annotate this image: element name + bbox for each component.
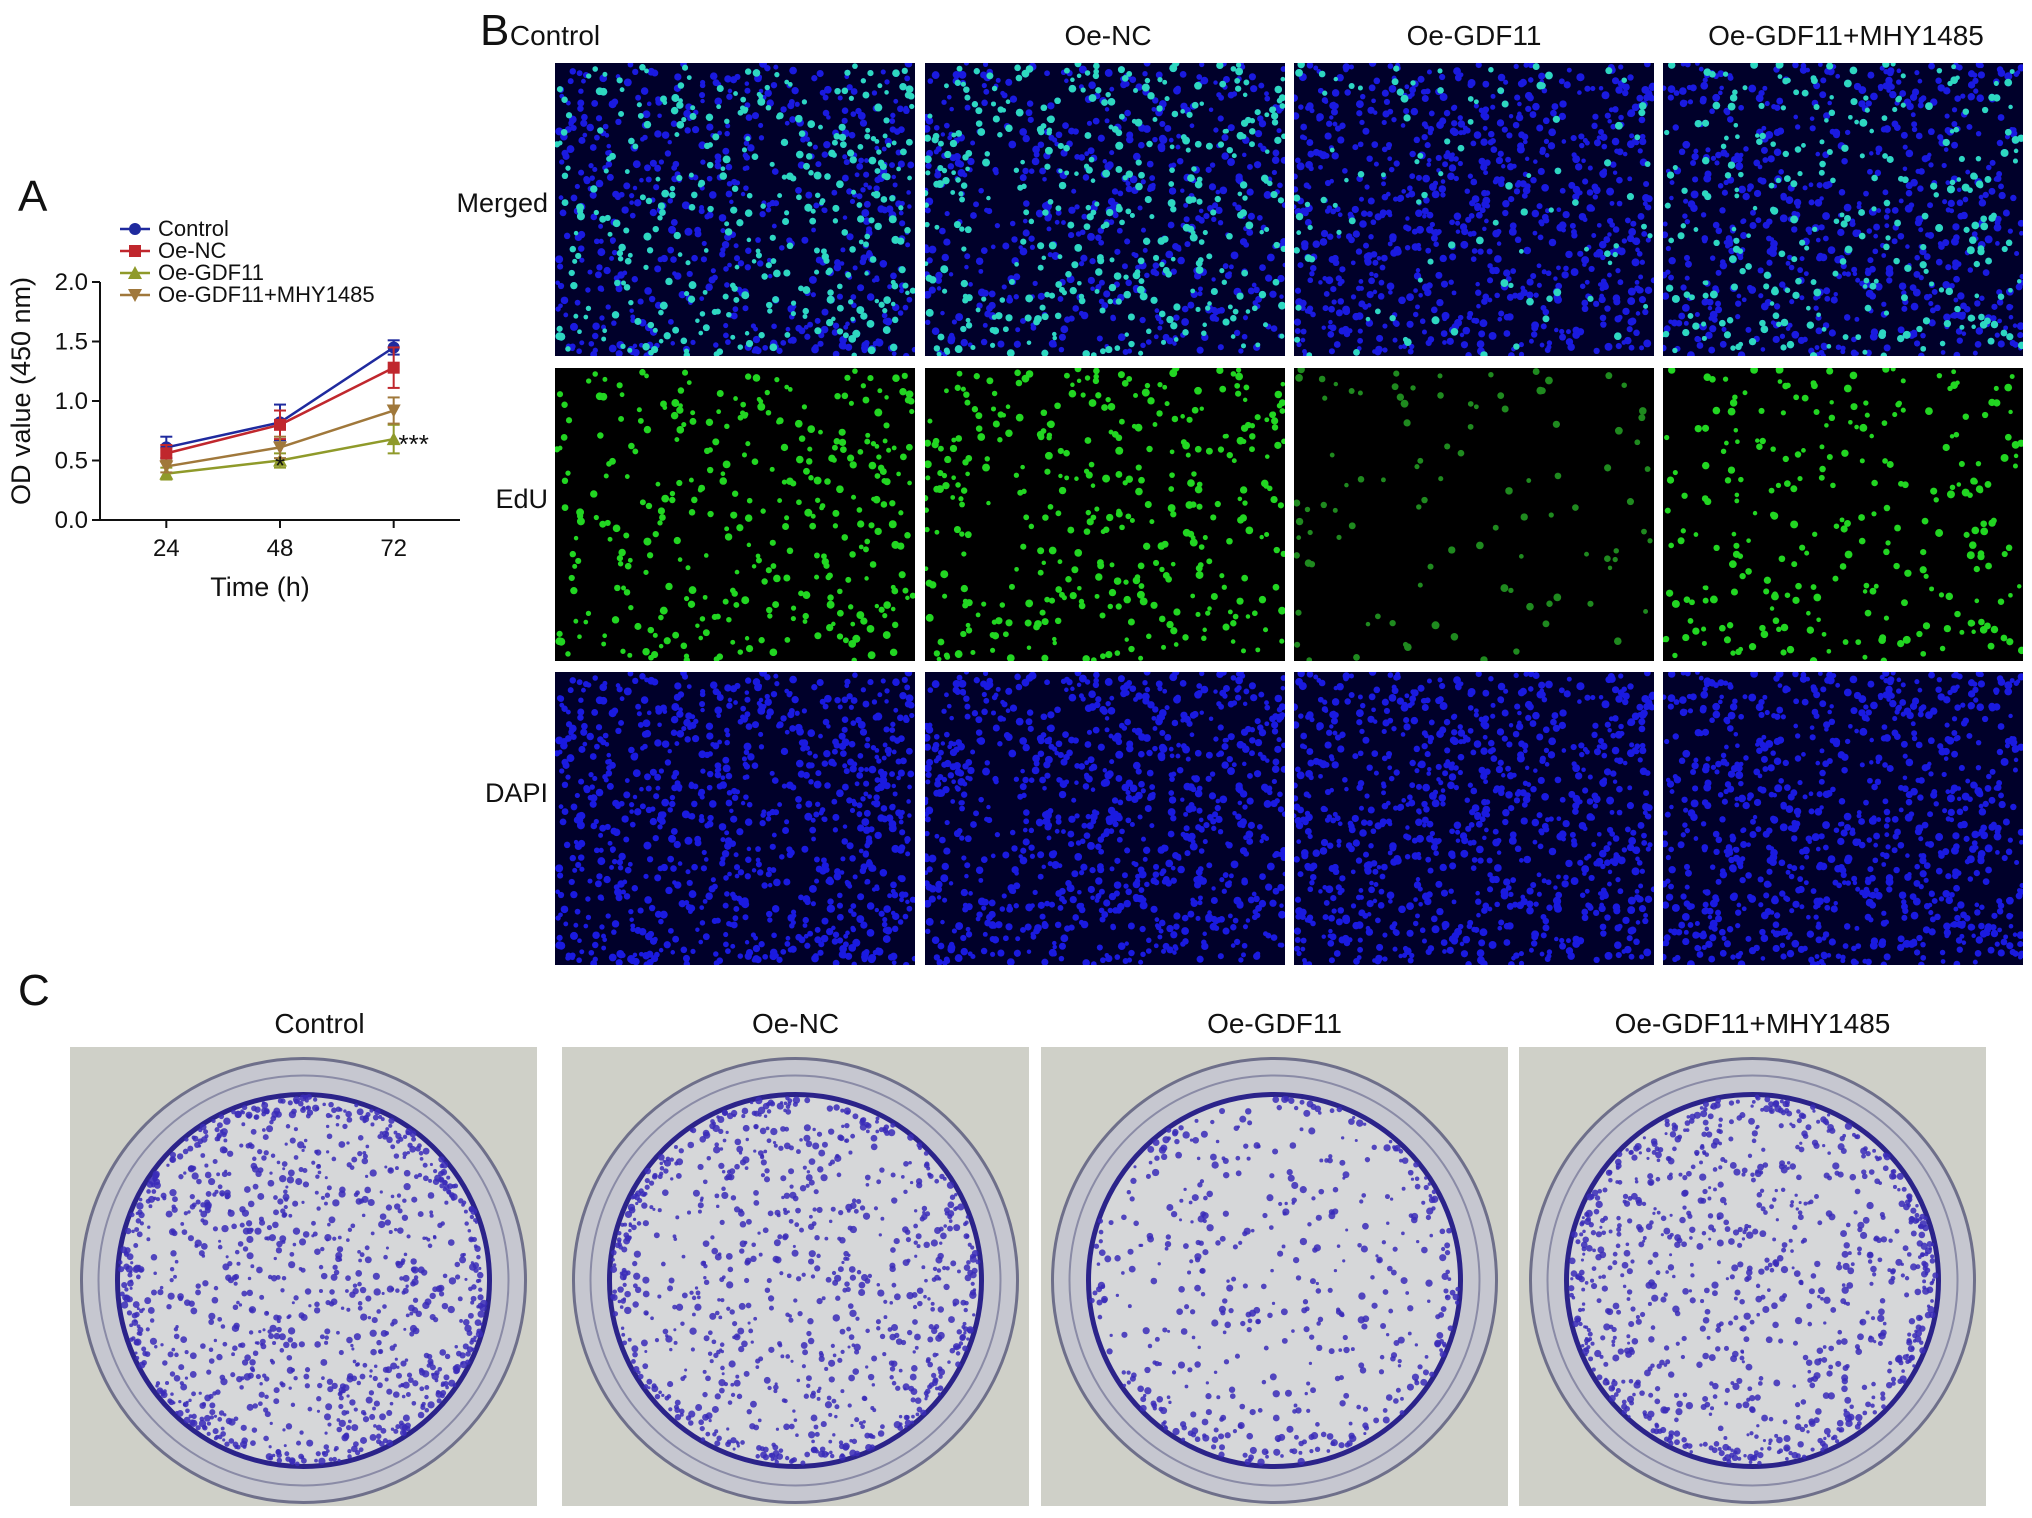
edu-row-label-edu: EdU bbox=[495, 484, 548, 514]
y-tick-label: 0.5 bbox=[55, 448, 88, 475]
micrograph-edu-oe-gdf11 bbox=[1294, 368, 1654, 661]
data-point-oe-gdf11-mhy1485 bbox=[386, 404, 401, 418]
micrograph-dapi-control bbox=[555, 672, 915, 965]
significance-marker: * bbox=[275, 451, 285, 481]
colony-plate-oe-gdf11 bbox=[1041, 1047, 1508, 1506]
colony-plate-control bbox=[70, 1047, 537, 1506]
data-point-oe-gdf11 bbox=[273, 453, 287, 467]
micrograph-merged-oe-nc bbox=[925, 63, 1285, 356]
legend-label-oe-nc: Oe-NC bbox=[158, 238, 227, 263]
legend-marker-oe-gdf11-mhy1485 bbox=[128, 289, 142, 302]
panel-letter-b: B bbox=[480, 6, 510, 55]
x-tick-label: 72 bbox=[380, 535, 407, 562]
data-point-oe-gdf11 bbox=[386, 432, 401, 446]
micrograph-dapi-oe-gdf11-mhy1485 bbox=[1663, 672, 2023, 965]
colony-label-control: Control bbox=[274, 1008, 365, 1039]
colony-label-oe-gdf11-mhy1485: Oe-GDF11+MHY1485 bbox=[1614, 1008, 1891, 1039]
legend-marker-control bbox=[129, 223, 141, 235]
y-axis-label: OD value (450 nm) bbox=[6, 277, 36, 505]
legend-marker-oe-nc bbox=[129, 245, 141, 257]
data-point-oe-nc bbox=[274, 418, 286, 431]
micrograph-edu-oe-nc bbox=[925, 368, 1285, 661]
colony-label-oe-gdf11: Oe-GDF11 bbox=[1207, 1008, 1342, 1039]
micrograph-merged-oe-gdf11 bbox=[1294, 63, 1654, 356]
legend-marker-oe-gdf11 bbox=[128, 266, 142, 279]
significance-marker: *** bbox=[399, 429, 429, 459]
x-tick-label: 48 bbox=[267, 535, 294, 562]
edu-col-label-oe-gdf11: Oe-GDF11 bbox=[1406, 20, 1542, 51]
legend-label-oe-gdf11-mhy1485: Oe-GDF11+MHY1485 bbox=[158, 282, 375, 307]
od-line-chart: 0.0 0.5 1.0 1.5 2.0 24 48 72 Time (h) OD value (4… bbox=[6, 216, 460, 602]
x-tick-label: 24 bbox=[153, 535, 180, 562]
micrograph-dapi-oe-gdf11 bbox=[1294, 672, 1654, 965]
y-tick-label: 2.0 bbox=[55, 269, 88, 296]
colony-plate-oe-gdf11-mhy1485 bbox=[1519, 1047, 1986, 1506]
y-tick-label: 1.5 bbox=[55, 329, 88, 356]
colony-plate-oe-nc bbox=[562, 1047, 1029, 1506]
y-tick-label: 0.0 bbox=[55, 507, 88, 534]
edu-col-label-control: Control bbox=[509, 20, 601, 51]
y-tick-label: 1.0 bbox=[55, 388, 88, 415]
micrograph-merged-oe-gdf11-mhy1485 bbox=[1663, 63, 2023, 356]
data-point-oe-nc bbox=[387, 361, 400, 374]
x-axis-label: Time (h) bbox=[210, 572, 310, 602]
micrograph-merged-control bbox=[555, 63, 915, 356]
panel-letter-a: A bbox=[18, 172, 48, 221]
colony-label-oe-nc: Oe-NC bbox=[751, 1008, 840, 1039]
micrograph-edu-control bbox=[555, 368, 915, 661]
data-point-oe-gdf11-mhy1485 bbox=[273, 441, 287, 455]
edu-row-label-merged: Merged bbox=[456, 188, 548, 218]
legend-label-control: Control bbox=[158, 216, 229, 241]
edu-row-label-dapi: DAPI bbox=[484, 778, 548, 808]
data-point-oe-gdf11-mhy1485 bbox=[159, 460, 174, 474]
edu-col-label-oe-gdf11-mhy1485: Oe-GDF11+MHY1485 bbox=[1708, 20, 1984, 51]
legend-label-oe-gdf11: Oe-GDF11 bbox=[158, 260, 264, 285]
micrograph-dapi-oe-nc bbox=[925, 672, 1285, 965]
data-point-oe-nc bbox=[160, 447, 173, 460]
panel-letter-c: C bbox=[18, 966, 50, 1015]
edu-col-label-oe-nc: Oe-NC bbox=[1064, 20, 1152, 51]
micrograph-edu-oe-gdf11-mhy1485 bbox=[1663, 368, 2023, 661]
